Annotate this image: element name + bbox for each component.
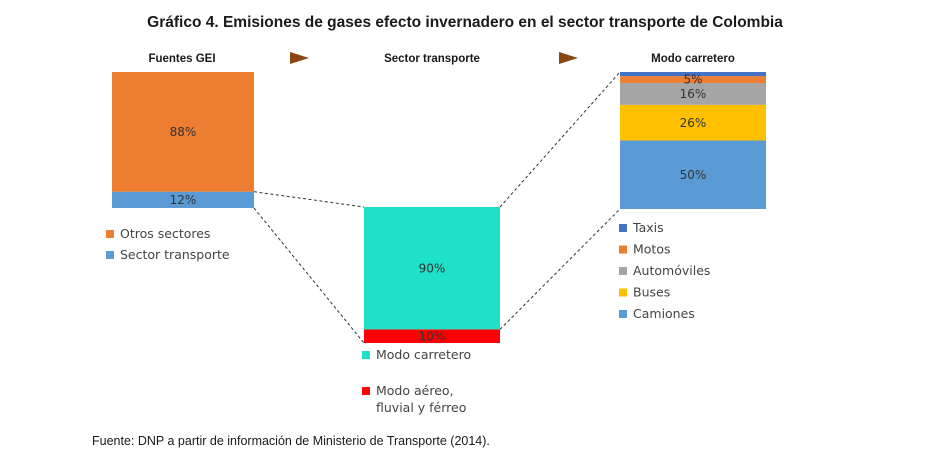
connector-line-bottom-left	[253, 207, 365, 344]
bar-segment-otros-sectores	[112, 72, 254, 192]
data-label-sector-transporte: 12%	[170, 193, 197, 207]
connector-lines	[253, 71, 621, 344]
chart-title: Gráfico 4. Emisiones de gases efecto inv…	[147, 14, 783, 31]
legend-item-taxis: Taxis	[619, 220, 664, 235]
panel-title-modo-carretero: Modo carretero	[651, 53, 735, 65]
legend-label: Buses	[633, 285, 670, 300]
legend-label: Motos	[633, 242, 671, 257]
panel-title-fuentes-gei: Fuentes GEI	[148, 53, 215, 65]
bar-segment-buses	[620, 104, 766, 141]
panel-title-sector-transporte: Sector transporte	[384, 53, 480, 65]
legend-label: Modo carretero	[376, 347, 471, 362]
legend-item-buses: Buses	[619, 285, 670, 300]
legend-swatch	[106, 251, 114, 259]
connector-line-top-left	[253, 191, 365, 208]
legend-item-motos: Motos	[619, 242, 671, 257]
arrow-icon	[559, 52, 578, 64]
bar-segment-modo-aereo-fluvial-y-ferreo	[364, 329, 500, 343]
legend-label: Otros sectores	[120, 226, 210, 241]
legend-swatch	[362, 351, 370, 359]
legend-label: Taxis	[632, 220, 664, 235]
legend-swatch	[619, 245, 627, 254]
arrow-icon	[290, 52, 309, 64]
legend-label: Sector transporte	[120, 247, 230, 262]
legend-item-sector-transporte: Sector transporte	[106, 247, 230, 262]
legend-item-otros-sectores: Otros sectores	[106, 226, 210, 241]
legend-label: Camiones	[633, 306, 695, 321]
data-label-motos: 5%	[683, 73, 702, 87]
bar-segment-modo-carretero	[364, 207, 500, 330]
data-label-modo-carretero: 90%	[419, 261, 446, 275]
data-label-otros-sectores: 88%	[170, 125, 197, 139]
data-label-automoviles: 16%	[680, 87, 707, 101]
bar-segment-camiones	[620, 140, 766, 209]
legend-label: Automóviles	[633, 263, 710, 278]
legend-swatch	[619, 267, 627, 275]
bar-segment-sector-transporte	[112, 191, 254, 208]
bar-segment-taxis	[620, 72, 766, 77]
bar-segment-motos	[620, 76, 766, 83]
legend-swatch	[619, 310, 627, 318]
segment-labels-layer: 12% 88% 10% 90% 50% 26% 16%5%	[170, 73, 707, 344]
source-note: Fuente: DNP a partir de información de M…	[92, 434, 490, 448]
legend-swatch	[106, 230, 114, 238]
legend-swatch	[619, 224, 627, 232]
legend-label: Modo aéreo,	[376, 383, 454, 398]
bar-segment-automoviles	[620, 82, 766, 105]
legend-item-modo-aereo-fluvial-y-ferreo: Modo aéreo, fluvial y férreo	[362, 383, 466, 415]
data-label-camiones: 50%	[680, 168, 707, 182]
data-label-buses: 26%	[680, 116, 707, 130]
legend-label: fluvial y férreo	[376, 400, 466, 415]
connector-line-top-right	[499, 71, 621, 208]
legend-item-camiones: Camiones	[619, 306, 695, 321]
legend-swatch	[362, 387, 370, 395]
legend-swatch	[619, 288, 627, 297]
bars-layer	[112, 72, 766, 343]
data-label-modo-aereo-fluvial-y-ferreo: 10%	[419, 329, 446, 343]
connector-line-bottom-right	[499, 208, 621, 330]
legend-item-modo-carretero: Modo carretero	[362, 347, 471, 362]
legends-layer: Otros sectores Sector transporte Modo carr…	[106, 220, 710, 415]
legend-item-automoviles: Automóviles	[619, 263, 710, 278]
